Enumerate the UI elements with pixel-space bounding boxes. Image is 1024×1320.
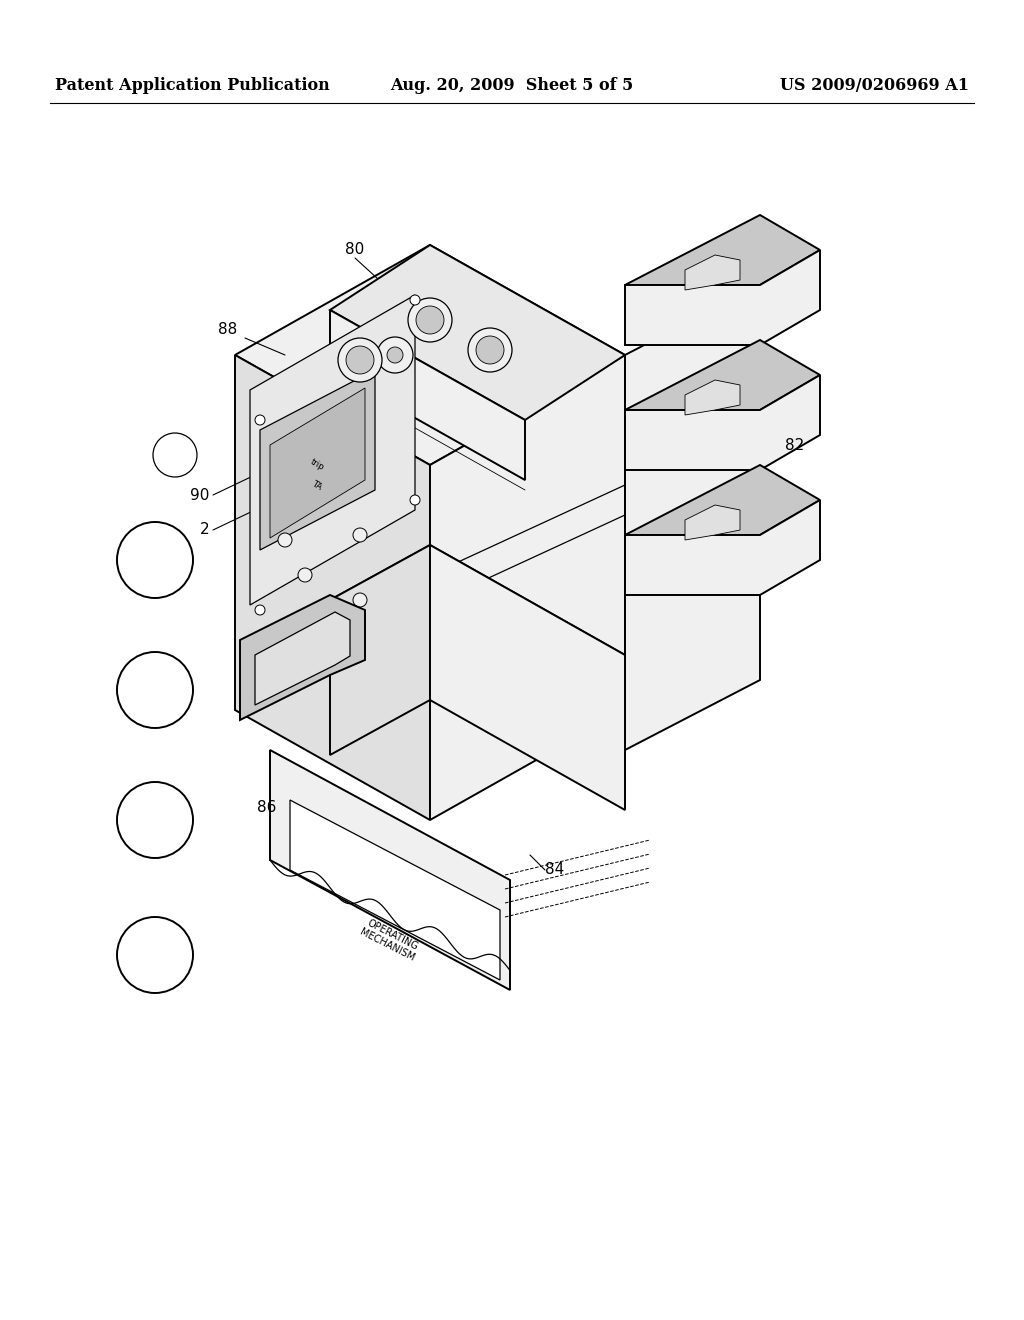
- Polygon shape: [270, 388, 365, 539]
- Circle shape: [346, 346, 374, 374]
- Polygon shape: [685, 506, 740, 540]
- Circle shape: [408, 298, 452, 342]
- Circle shape: [353, 593, 367, 607]
- Text: 82: 82: [785, 437, 804, 453]
- Text: 84: 84: [545, 862, 564, 878]
- Text: OPERATING
MECHANISM: OPERATING MECHANISM: [358, 916, 422, 964]
- Polygon shape: [625, 215, 820, 285]
- Polygon shape: [255, 612, 350, 705]
- Text: US 2009/0206969 A1: US 2009/0206969 A1: [780, 77, 969, 94]
- Circle shape: [117, 521, 193, 598]
- Polygon shape: [625, 285, 760, 750]
- Polygon shape: [430, 355, 625, 820]
- Text: TA: TA: [310, 479, 324, 491]
- Polygon shape: [625, 465, 820, 535]
- Polygon shape: [330, 545, 430, 755]
- Polygon shape: [330, 246, 625, 420]
- Polygon shape: [260, 370, 375, 550]
- Circle shape: [255, 605, 265, 615]
- Circle shape: [338, 338, 382, 381]
- Text: 88: 88: [218, 322, 238, 338]
- Text: trip: trip: [308, 458, 326, 473]
- Polygon shape: [330, 310, 525, 480]
- Polygon shape: [240, 595, 365, 719]
- Polygon shape: [685, 380, 740, 414]
- Polygon shape: [330, 545, 625, 710]
- Text: Patent Application Publication: Patent Application Publication: [55, 77, 330, 94]
- Text: 86: 86: [257, 800, 276, 816]
- Polygon shape: [625, 249, 820, 345]
- Circle shape: [353, 528, 367, 543]
- Circle shape: [117, 917, 193, 993]
- Circle shape: [278, 533, 292, 546]
- Text: 2: 2: [200, 523, 210, 537]
- Circle shape: [255, 414, 265, 425]
- Circle shape: [298, 568, 312, 582]
- Text: FIG. 8: FIG. 8: [650, 513, 723, 537]
- Text: Aug. 20, 2009  Sheet 5 of 5: Aug. 20, 2009 Sheet 5 of 5: [390, 77, 634, 94]
- Circle shape: [117, 781, 193, 858]
- Circle shape: [387, 347, 403, 363]
- Circle shape: [293, 492, 307, 507]
- Polygon shape: [625, 500, 820, 595]
- Text: 90: 90: [190, 487, 210, 503]
- Polygon shape: [250, 294, 415, 605]
- Circle shape: [476, 337, 504, 364]
- Polygon shape: [685, 255, 740, 290]
- Polygon shape: [430, 545, 625, 810]
- Polygon shape: [290, 800, 500, 979]
- Polygon shape: [625, 375, 820, 470]
- Circle shape: [153, 433, 197, 477]
- Circle shape: [410, 294, 420, 305]
- Circle shape: [377, 337, 413, 374]
- Polygon shape: [234, 355, 430, 820]
- Circle shape: [410, 495, 420, 506]
- Circle shape: [468, 327, 512, 372]
- Polygon shape: [234, 246, 625, 465]
- Circle shape: [117, 652, 193, 729]
- Polygon shape: [270, 750, 510, 990]
- Polygon shape: [625, 341, 820, 411]
- Circle shape: [416, 306, 444, 334]
- Text: 80: 80: [345, 243, 365, 257]
